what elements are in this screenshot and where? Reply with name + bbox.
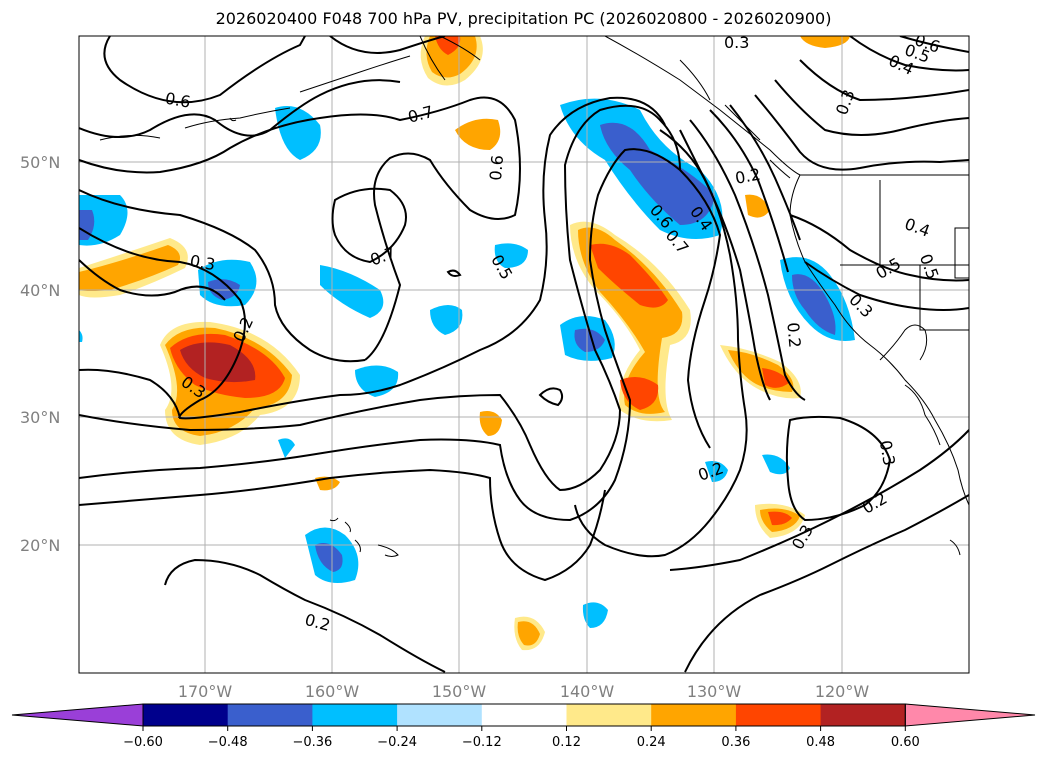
contour-label: 0.2 [783,322,804,349]
lon-label: 160°W [305,682,360,701]
precip-positive-shading [79,36,850,651]
lon-label: 170°W [178,682,233,701]
colorbar-tick-label: −0.24 [377,735,417,750]
colorbar-tick-label: −0.60 [123,735,163,750]
colorbar-extend-max [904,703,1036,727]
north-america-coast [604,36,969,506]
lon-label: 150°W [432,682,487,701]
colorbar-segment [143,704,229,726]
colorbar-tick-label: 0.60 [891,735,920,750]
colorbar-extend-min [11,703,144,727]
colorbar-segment [481,704,567,726]
graticule [79,36,969,673]
lon-label: 130°W [687,682,742,701]
colorbar-segment [735,704,822,726]
precip-negative-shading [79,98,855,628]
longitude-labels: 170°W 160°W 150°W 140°W 130°W 120°W [178,682,870,701]
colorbar-border [142,703,906,727]
colorbar-tick-label: −0.36 [292,735,332,750]
contour-label: 0.6 [164,89,192,112]
colorbar-tick-label: 0.24 [637,735,666,750]
map-plot-area: 0.6 0.7 0.6 0.7 0.3 0.2 0.3 0.5 0.6 0.7 … [79,33,969,673]
lon-label: 140°W [560,682,615,701]
contour-label: 0.3 [724,33,749,52]
colorbar-tick-label: 0.48 [806,735,835,750]
colorbar-tick-label: 0.36 [721,735,750,750]
colorbar-tick-label: −0.48 [208,735,248,750]
plot-border [78,35,970,674]
latitude-labels: 50°N 40°N 30°N 20°N [20,153,60,555]
lat-label: 30°N [20,408,60,427]
colorbar-tick-label: −0.12 [462,735,502,750]
hawaii-islands [329,517,399,557]
contour-label: 0.3 [188,251,216,274]
colorbar-segment [820,704,906,726]
lat-label: 40°N [20,281,60,300]
contour-label: 0.3 [876,439,899,467]
colorbar-segment [651,704,737,726]
colorbar-segment [227,704,313,726]
lat-label: 50°N [20,153,60,172]
lon-label: 120°W [815,682,870,701]
colorbar-segment [312,704,398,726]
colorbar-segment [566,704,652,726]
colorbar: −0.60 −0.48 −0.36 −0.24 −0.12 0.12 0.24 0.36 0.4… [11,703,1036,750]
contour-label: 0.6 [486,154,507,181]
colorbar-segment [397,704,483,726]
pv-contours [79,36,969,673]
lat-label: 20°N [20,536,60,555]
contour-label: 0.2 [734,165,762,188]
colorbar-tick-label: 0.12 [552,735,581,750]
map-title: 2026020400 F048 700 hPa PV, precipitatio… [215,9,832,28]
